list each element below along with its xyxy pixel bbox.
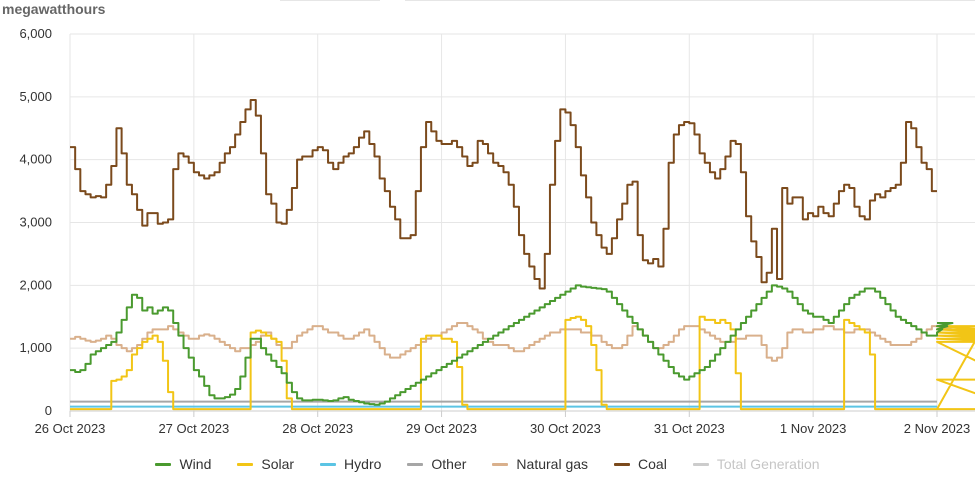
y-tick-label: 3,000: [19, 215, 52, 230]
legend-swatch: [407, 462, 424, 466]
series-line-natural-gas[interactable]: [70, 322, 954, 362]
series-line-coal[interactable]: [70, 98, 937, 290]
y-tick-label: 0: [45, 403, 52, 418]
y-tick-label: 6,000: [19, 26, 52, 41]
series-line-wind[interactable]: [70, 284, 954, 406]
legend-swatch: [614, 462, 631, 466]
legend-item-total-generation[interactable]: Total Generation: [692, 456, 820, 472]
y-tick-label: 1,000: [19, 340, 52, 355]
legend-swatch: [492, 462, 509, 466]
x-tick-label: 28 Oct 2023: [282, 421, 353, 436]
legend-item-wind[interactable]: Wind: [155, 456, 211, 472]
legend-label: Coal: [638, 456, 667, 472]
x-tick-label: 27 Oct 2023: [158, 421, 229, 436]
x-tick-label: 29 Oct 2023: [406, 421, 477, 436]
legend-label: Wind: [179, 456, 212, 472]
x-tick-label: 26 Oct 2023: [35, 421, 106, 436]
legend: Wind Solar Hydro Other Natural gas Coal Total …: [0, 456, 975, 472]
x-tick-label: 2 Nov 2023: [904, 421, 971, 436]
top-divider-left: [280, 0, 380, 1]
grid: [69, 33, 975, 412]
legend-item-coal[interactable]: Coal: [614, 456, 667, 472]
legend-swatch: [155, 462, 172, 466]
y-tick-label: 2,000: [19, 277, 52, 292]
legend-label: Solar: [261, 456, 295, 472]
legend-item-other[interactable]: Other: [407, 456, 466, 472]
legend-item-natural-gas[interactable]: Natural gas: [492, 456, 588, 472]
y-tick-label: 4,000: [19, 152, 52, 167]
legend-swatch: [692, 462, 709, 466]
legend-item-solar[interactable]: Solar: [237, 456, 294, 472]
legend-label: Hydro: [344, 456, 382, 472]
legend-swatch: [237, 462, 254, 466]
x-tick-label: 30 Oct 2023: [530, 421, 601, 436]
x-tick-label: 1 Nov 2023: [780, 421, 847, 436]
axes: 0 1,000 2,000 3,000 4,000 5,000 6,000 26 Oct 20…: [19, 26, 975, 436]
series-lines: [70, 98, 975, 411]
x-tick-label: 31 Oct 2023: [654, 421, 725, 436]
legend-item-hydro[interactable]: Hydro: [320, 456, 381, 472]
legend-swatch: [320, 462, 337, 466]
legend-label: Other: [431, 456, 467, 472]
y-axis-unit-label: megawatthours: [2, 1, 106, 17]
legend-label: Total Generation: [716, 456, 820, 472]
top-divider-right: [405, 0, 975, 1]
legend-label: Natural gas: [516, 456, 589, 472]
series-line-solar[interactable]: [70, 315, 975, 411]
y-tick-label: 5,000: [19, 89, 52, 104]
